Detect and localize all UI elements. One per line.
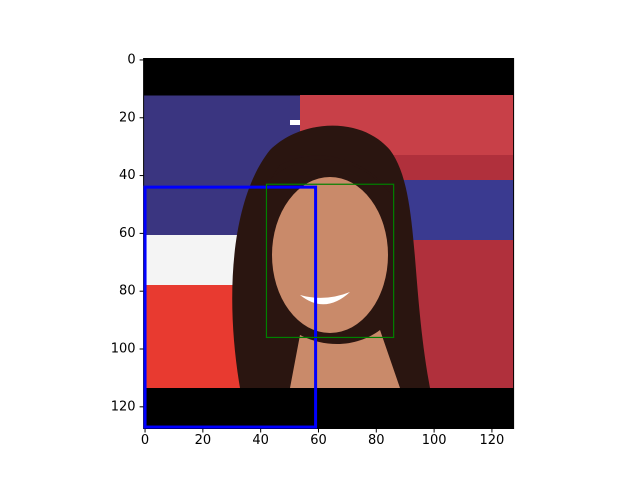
bounding-box [143, 185, 318, 429]
bounding-box [265, 183, 395, 339]
y-tick-label: 80 [119, 284, 136, 299]
y-tick-label: 100 [111, 342, 136, 357]
y-tick-label: 120 [111, 399, 136, 414]
x-tick-label: 100 [422, 433, 447, 448]
x-tick-label: 0 [141, 433, 149, 448]
x-tick-label: 60 [310, 433, 327, 448]
photo [143, 58, 514, 429]
x-tick-label: 20 [195, 433, 212, 448]
y-tick-label: 60 [119, 226, 136, 241]
x-tick-label: 120 [480, 433, 505, 448]
x-tick-label: 80 [368, 433, 385, 448]
y-tick-label: 40 [119, 168, 136, 183]
x-tick-label: 40 [252, 433, 269, 448]
y-tick-label: 0 [127, 52, 135, 67]
y-tick-label: 20 [119, 110, 136, 125]
